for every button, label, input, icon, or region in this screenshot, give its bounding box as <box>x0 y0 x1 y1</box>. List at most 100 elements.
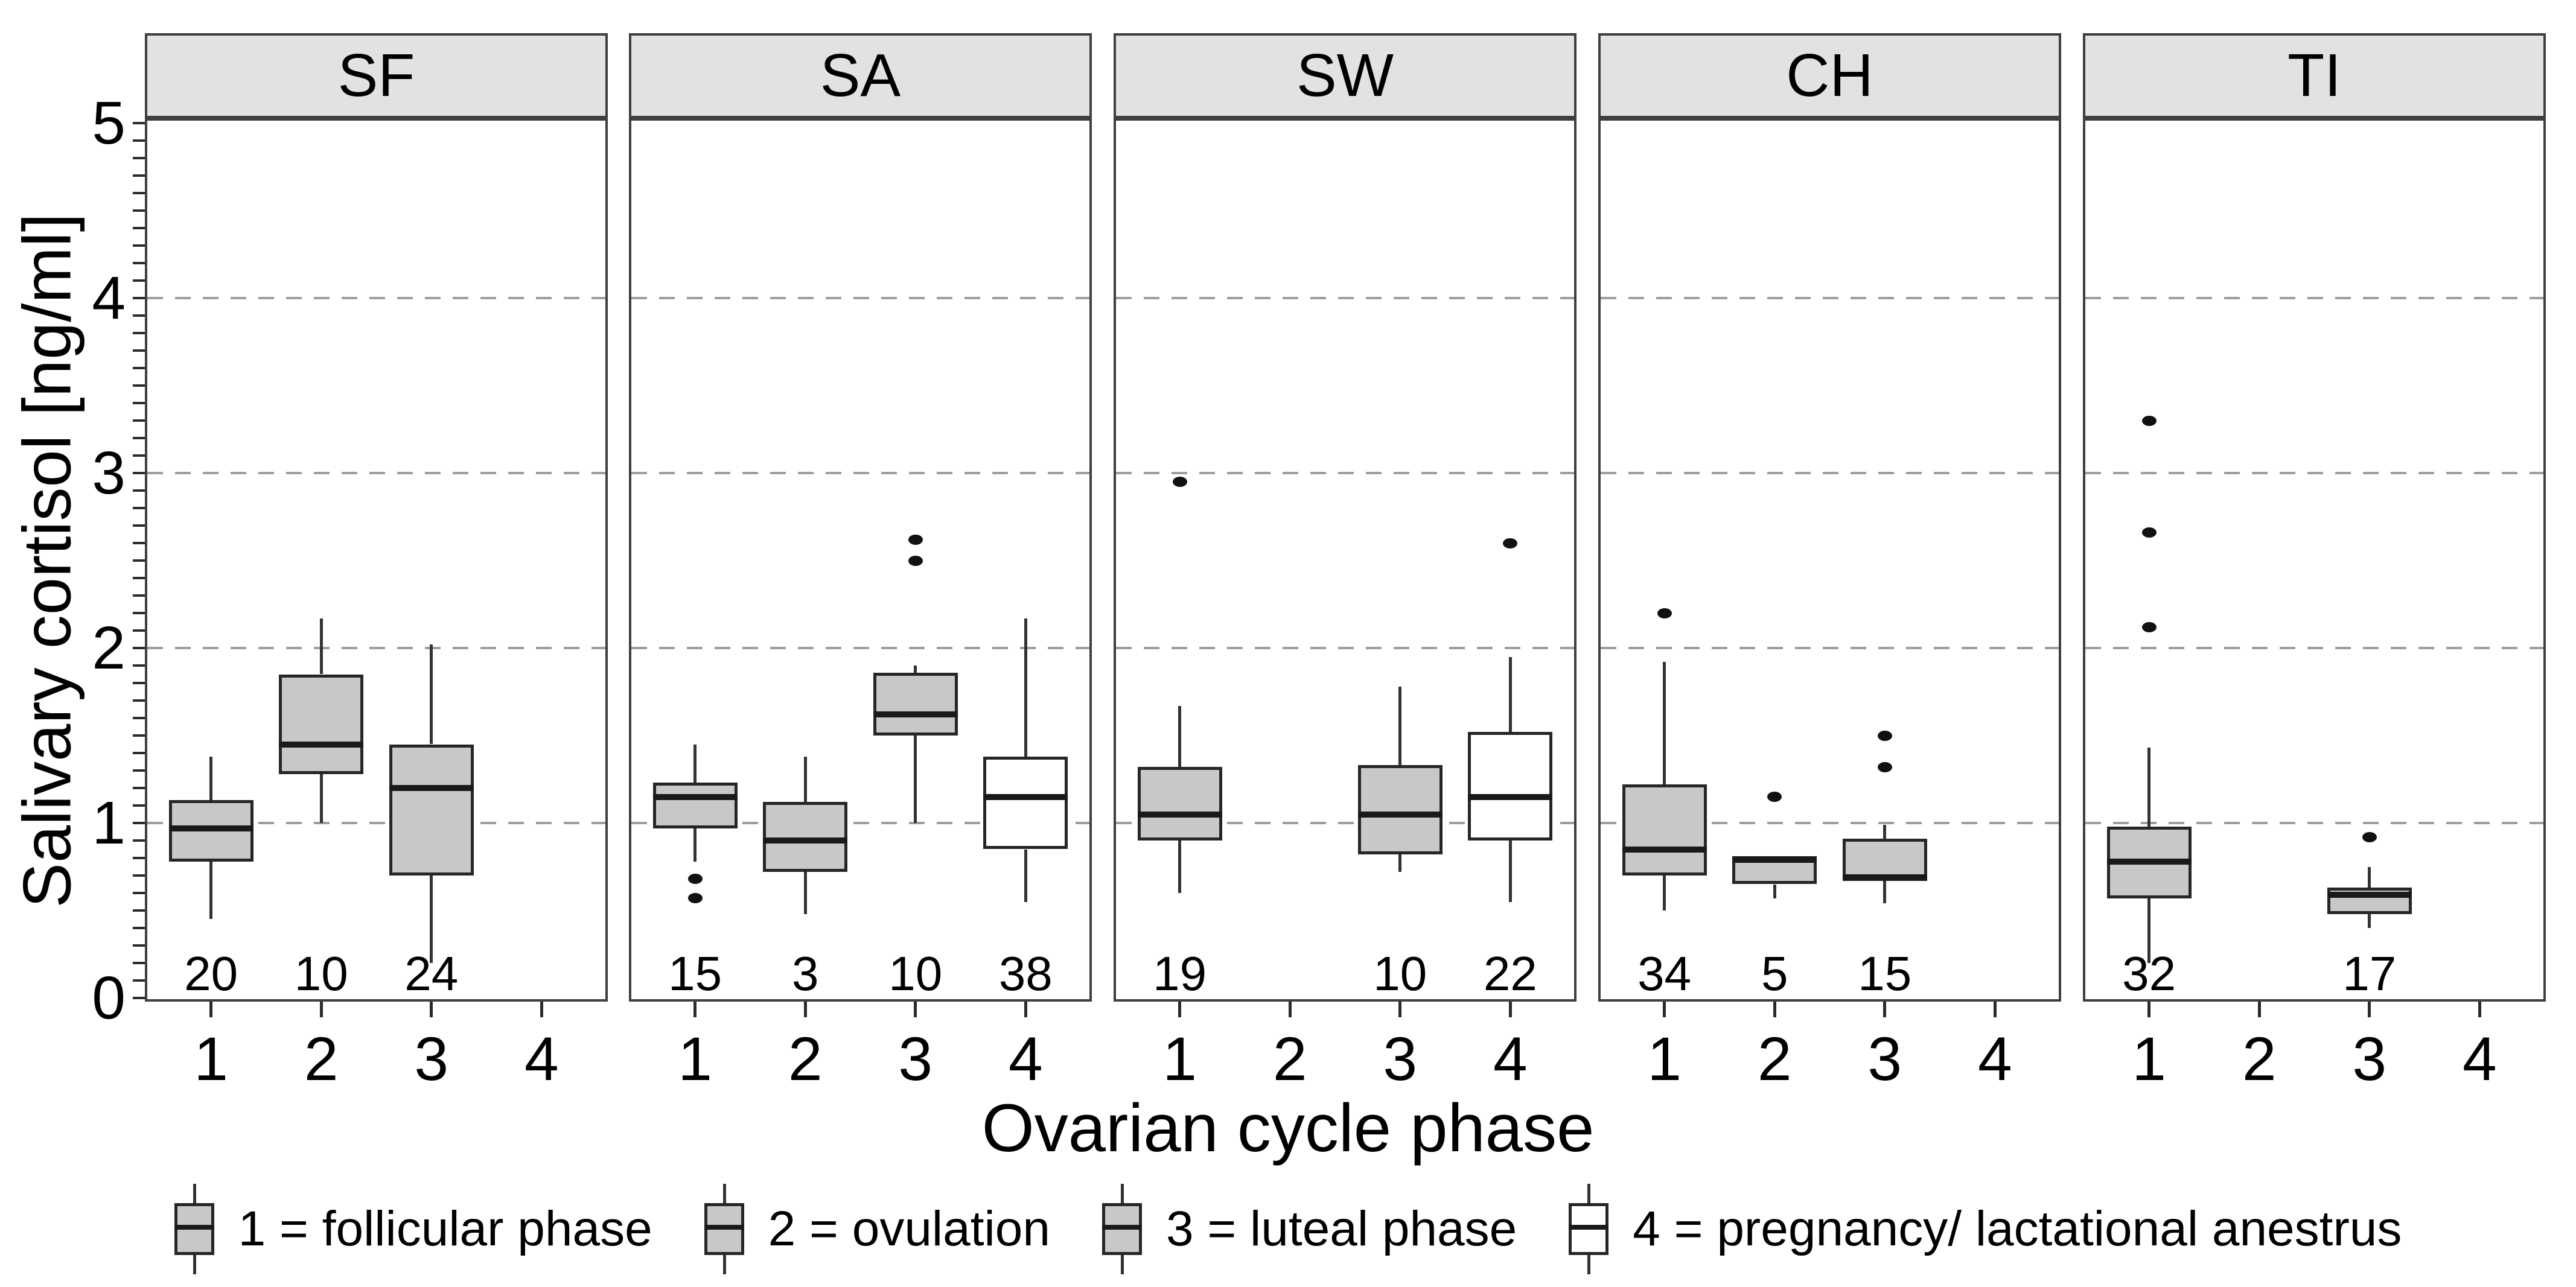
whisker-lower <box>1663 875 1666 910</box>
outlier-dot <box>908 534 923 545</box>
gridline-y1 <box>2085 822 2543 824</box>
boxplot-SF-phase3 <box>389 744 474 875</box>
gridline-y3 <box>1116 472 1574 474</box>
facet-strip-SA: SA <box>629 33 1092 118</box>
y-axis-tick-mark <box>133 997 145 999</box>
y-axis-tick-mark <box>133 384 145 387</box>
y-axis-tick-mark <box>133 279 145 282</box>
whisker-upper <box>209 756 213 801</box>
y-axis-tick-mark <box>133 944 145 947</box>
boxplot-SA-phase4 <box>983 756 1068 850</box>
outlier-dot <box>2141 527 2157 538</box>
median-line <box>168 825 253 831</box>
sample-size-label: 3 <box>791 947 819 1000</box>
whisker-upper <box>1883 824 1887 839</box>
whisker-lower <box>430 875 433 963</box>
boxplot-SW-phase3 <box>1357 765 1443 855</box>
y-axis-tick-mark <box>133 314 145 317</box>
sample-size-label: 22 <box>1483 947 1537 1000</box>
y-axis-tick-mark <box>133 874 145 877</box>
gridline-y3 <box>1601 472 2059 474</box>
x-tick-label: 3 <box>898 1025 933 1093</box>
boxplot-SA-phase2 <box>763 802 848 872</box>
y-axis-tick-mark <box>133 752 145 754</box>
whisker-lower <box>1883 880 1887 904</box>
boxplot-SA-phase3 <box>873 672 958 736</box>
facet-strip-label: SW <box>1296 42 1394 109</box>
y-tick-label: 3 <box>92 439 126 507</box>
boxplot-CH-phase1 <box>1622 784 1707 875</box>
gridline-y1 <box>1601 822 2059 824</box>
y-axis-tick-mark <box>133 769 145 772</box>
y-axis-tick-mark <box>133 139 145 142</box>
whisker-upper <box>1508 656 1512 732</box>
gridline-y4 <box>1116 297 1574 299</box>
y-tick-label: 0 <box>92 964 126 1032</box>
y-axis-tick-mark <box>133 962 145 964</box>
outlier-dot <box>1767 792 1782 802</box>
y-axis-tick-mark <box>133 174 145 177</box>
gridline-y1 <box>147 822 605 824</box>
median-line <box>2106 858 2192 865</box>
legend-label: 4 = pregnancy/ lactational anestrus <box>1633 1201 2402 1256</box>
x-axis-tick-mark <box>540 1002 543 1017</box>
gridline-y2 <box>147 647 605 649</box>
x-axis-tick-mark <box>2368 1002 2371 1017</box>
median-line <box>2327 891 2412 898</box>
boxplot-CH-phase3 <box>1842 839 1927 881</box>
boxplot-SA-phase1 <box>652 783 738 828</box>
x-axis-tick-mark <box>209 1002 213 1017</box>
legend-item-2: 2 = ovulation <box>704 1184 1050 1274</box>
median-line <box>1732 856 1817 863</box>
y-tick-label: 2 <box>92 614 126 682</box>
whisker-upper <box>803 756 807 802</box>
gridline-y2 <box>1116 647 1574 649</box>
sample-size-label: 17 <box>2342 947 2397 1000</box>
whisker-lower <box>1508 841 1512 902</box>
whisker-lower <box>803 872 807 914</box>
median-line <box>983 793 1068 800</box>
median-line <box>1842 874 1927 880</box>
outlier-dot <box>908 555 923 566</box>
whisker-lower <box>1773 884 1776 898</box>
legend-label: 2 = ovulation <box>768 1201 1050 1256</box>
whisker-lower <box>1398 854 1402 872</box>
facet-strip-label: CH <box>1786 42 1873 109</box>
outlier-dot <box>1172 477 1187 487</box>
x-axis-tick-mark <box>2257 1002 2261 1017</box>
y-axis-tick-mark <box>133 664 145 667</box>
outlier-dot <box>1877 761 1892 772</box>
y-axis-tick-mark <box>133 612 145 614</box>
y-axis-tick-mark <box>133 927 145 929</box>
y-axis-tick-mark <box>133 349 145 352</box>
x-tick-label: 1 <box>2132 1025 2167 1093</box>
sample-size-label: 15 <box>1858 947 1912 1000</box>
sample-size-label: 24 <box>404 947 459 1000</box>
median-line <box>1137 811 1222 818</box>
median-line <box>1357 811 1443 818</box>
sample-size-label: 38 <box>998 947 1053 1000</box>
y-axis-tick-mark <box>133 682 145 684</box>
gridline-y4 <box>2085 297 2543 299</box>
legend-boxplot-glyph <box>1101 1184 1142 1274</box>
gridline-y3 <box>631 472 1089 474</box>
y-axis-tick-mark <box>133 367 145 369</box>
x-tick-label: 4 <box>2462 1025 2497 1093</box>
whisker-upper <box>430 644 433 745</box>
median-line <box>389 785 474 791</box>
facet-strip-label: SF <box>337 42 415 109</box>
gridline-y2 <box>1601 647 2059 649</box>
legend-boxplot-glyph <box>174 1184 214 1274</box>
whisker-lower <box>209 861 213 920</box>
x-tick-label: 3 <box>414 1025 449 1093</box>
x-axis-tick-mark <box>1773 1002 1776 1017</box>
legend-boxplot-glyph <box>704 1184 744 1274</box>
legend: 1 = follicular phase 2 = ovulation 3 = lut… <box>0 1184 2576 1274</box>
median-line <box>279 741 364 748</box>
whisker-upper <box>693 744 697 783</box>
y-axis-tick-mark <box>133 157 145 159</box>
y-axis-tick-mark <box>133 559 145 562</box>
y-axis-tick-mark <box>133 192 145 194</box>
gridline-y2 <box>631 647 1089 649</box>
